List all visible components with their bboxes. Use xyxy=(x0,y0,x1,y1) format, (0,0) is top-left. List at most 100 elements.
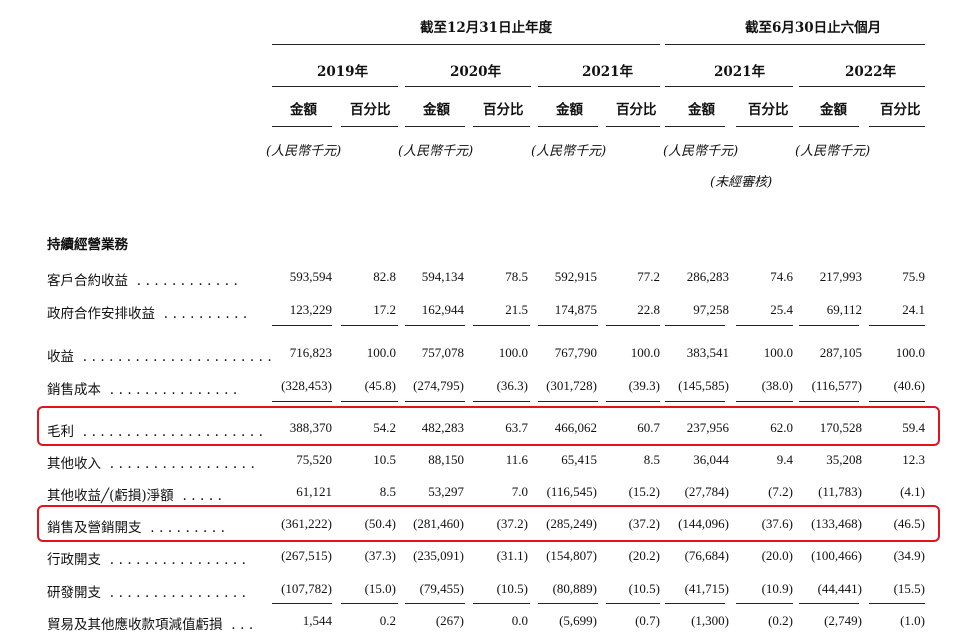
percent-cell: 78.5 xyxy=(505,269,528,284)
subtotal-rule xyxy=(736,325,793,326)
amount-cell: 170,528 xyxy=(819,420,862,435)
amount-cell: 35,208 xyxy=(826,452,862,467)
amount-cell: (301,728) xyxy=(546,378,597,393)
subtotal-rule xyxy=(736,603,793,604)
amount-cell: 97,258 xyxy=(693,302,729,317)
amount-cell: 767,790 xyxy=(554,345,597,360)
subtotal-rule xyxy=(799,603,859,604)
col-header-rule xyxy=(665,126,725,127)
amount-cell: 53,297 xyxy=(428,484,464,499)
leader-dots: ......... xyxy=(141,520,230,536)
percent-cell: 7.0 xyxy=(511,484,528,499)
percent-cell: 74.6 xyxy=(770,269,793,284)
subtotal-rule xyxy=(341,603,398,604)
subtotal-rule xyxy=(606,325,660,326)
percent-cell: (4.1) xyxy=(900,484,925,499)
year-header-2020: 2020年 xyxy=(450,64,502,80)
subtotal-rule xyxy=(272,401,332,402)
amount-cell: (235,091) xyxy=(413,548,464,563)
amount-cell: (328,453) xyxy=(281,378,332,393)
percent-cell: 100.0 xyxy=(630,345,660,360)
amount-cell: (5,699) xyxy=(559,613,597,628)
row-label: 行政開支 ................ xyxy=(47,548,250,568)
percent-cell: (37.2) xyxy=(628,516,660,531)
subtotal-rule xyxy=(665,401,725,402)
amount-cell: 593,594 xyxy=(289,269,332,284)
percent-cell: 63.7 xyxy=(505,420,528,435)
subtotal-rule xyxy=(869,401,925,402)
percent-cell: 100.0 xyxy=(498,345,528,360)
percent-cell: (46.5) xyxy=(893,516,925,531)
amount-cell: 174,875 xyxy=(554,302,597,317)
percent-cell: 22.8 xyxy=(637,302,660,317)
amount-cell: (76,684) xyxy=(684,548,729,563)
amount-cell: (107,782) xyxy=(281,581,332,596)
amount-cell: 217,993 xyxy=(819,269,862,284)
row-label-text: 政府合作安排收益 xyxy=(47,306,155,322)
col-header-amount: 金額 xyxy=(820,102,847,118)
row-label-text: 客戶合約收益 xyxy=(47,273,128,289)
percent-cell: (39.3) xyxy=(628,378,660,393)
amount-cell: (100,466) xyxy=(811,548,862,563)
amount-cell: 75,520 xyxy=(296,452,332,467)
group-header-year-rule xyxy=(272,44,660,45)
leader-dots: ..... xyxy=(173,488,227,504)
percent-cell: (36.3) xyxy=(496,378,528,393)
percent-cell: 11.6 xyxy=(505,452,528,467)
unit-label-2019: (人民幣千元) xyxy=(266,144,342,159)
subtotal-rule xyxy=(606,603,660,604)
leader-dots: ................. xyxy=(101,456,260,472)
unaudited-label: (未經審核) xyxy=(710,175,773,190)
row-label-text: 研發開支 xyxy=(47,585,101,601)
amount-cell: (27,784) xyxy=(684,484,729,499)
unit-label-2021: (人民幣千元) xyxy=(531,144,607,159)
percent-cell: 62.0 xyxy=(770,420,793,435)
subtotal-rule xyxy=(799,325,859,326)
amount-cell: (281,460) xyxy=(413,516,464,531)
percent-cell: 8.5 xyxy=(643,452,660,467)
percent-cell: 54.2 xyxy=(373,420,396,435)
amount-cell: (133,468) xyxy=(811,516,862,531)
row-label: 政府合作安排收益 .......... xyxy=(47,302,252,322)
subtotal-rule xyxy=(869,603,925,604)
subtotal-rule xyxy=(341,325,398,326)
col-header-rule xyxy=(736,126,793,127)
row-label-text: 銷售成本 xyxy=(47,382,101,398)
amount-cell: (154,807) xyxy=(546,548,597,563)
amount-cell: 592,915 xyxy=(554,269,597,284)
section-title: 持續經營業務 xyxy=(47,237,128,253)
percent-cell: 8.5 xyxy=(379,484,396,499)
subtotal-rule xyxy=(538,603,598,604)
percent-cell: (38.0) xyxy=(761,378,793,393)
row-label-text: 毛利 xyxy=(47,424,74,440)
year-header-2022-h1: 2022年 xyxy=(845,64,897,80)
row-label: 銷售成本 ............... xyxy=(47,378,242,398)
percent-cell: (0.2) xyxy=(768,613,793,628)
highlight-selling-expenses xyxy=(37,505,940,542)
group-header-six-months: 截至6月30日止六個月 xyxy=(745,20,882,36)
amount-cell: 65,415 xyxy=(561,452,597,467)
amount-cell: (2,749) xyxy=(824,613,862,628)
amount-cell: (267,515) xyxy=(281,548,332,563)
percent-cell: (7.2) xyxy=(768,484,793,499)
percent-cell: (1.0) xyxy=(900,613,925,628)
amount-cell: 286,283 xyxy=(686,269,729,284)
amount-cell: (285,249) xyxy=(546,516,597,531)
amount-cell: 388,370 xyxy=(289,420,332,435)
year-rule-2021 xyxy=(538,86,660,87)
col-header-percent: 百分比 xyxy=(880,102,921,118)
amount-cell: 716,823 xyxy=(289,345,332,360)
amount-cell: 237,956 xyxy=(686,420,729,435)
amount-cell: 482,283 xyxy=(421,420,464,435)
percent-cell: (37.3) xyxy=(364,548,396,563)
amount-cell: 594,134 xyxy=(421,269,464,284)
row-label: 研發開支 ................ xyxy=(47,581,250,601)
row-label: 其他收入 ................. xyxy=(47,452,259,472)
row-label: 其他收益╱(虧損)淨額 ..... xyxy=(47,484,226,504)
percent-cell: (15.2) xyxy=(628,484,660,499)
percent-cell: (37.6) xyxy=(761,516,793,531)
percent-cell: (0.7) xyxy=(635,613,660,628)
year-rule-2020 xyxy=(405,86,531,87)
amount-cell: (79,455) xyxy=(419,581,464,596)
row-label-text: 其他收益╱(虧損)淨額 xyxy=(47,488,174,504)
